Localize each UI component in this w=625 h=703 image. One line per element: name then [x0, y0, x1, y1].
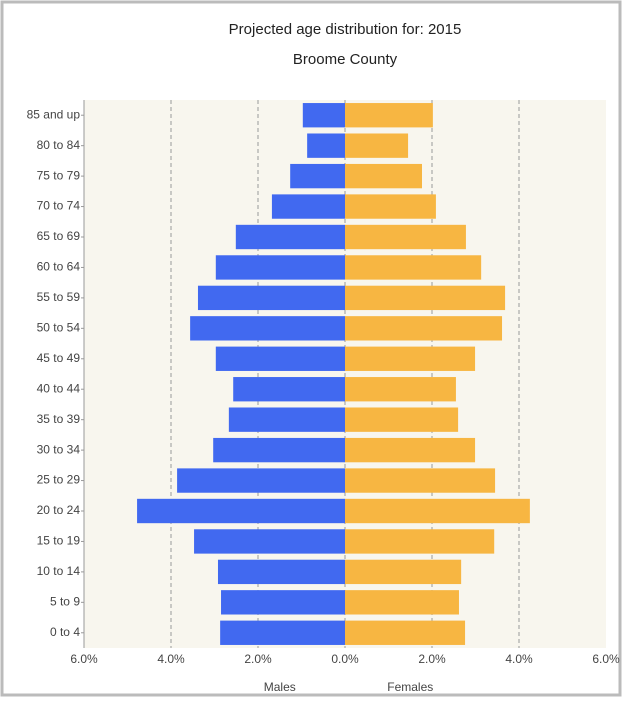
bar — [345, 437, 476, 463]
bar — [235, 224, 345, 250]
y-tick-label: 30 to 34 — [37, 442, 81, 456]
y-tick-label: 45 to 49 — [37, 351, 81, 365]
bar — [217, 559, 345, 585]
y-tick-label: 65 to 69 — [37, 229, 81, 243]
y-tick-label: 10 to 14 — [37, 564, 81, 578]
bar — [345, 346, 476, 371]
legend-label: Females — [387, 680, 433, 694]
bar — [345, 163, 422, 189]
x-tick-label: 2.0% — [244, 652, 272, 666]
y-tick-label: 20 to 24 — [37, 503, 81, 517]
bar — [345, 620, 466, 645]
bar — [228, 407, 345, 432]
y-tick-label: 55 to 59 — [37, 290, 81, 304]
x-tick-label: 2.0% — [418, 652, 446, 666]
bar — [137, 498, 345, 524]
bar — [307, 133, 345, 158]
bar — [345, 224, 466, 250]
bar — [290, 163, 345, 189]
bar — [345, 590, 459, 615]
bar — [345, 285, 506, 311]
y-tick-label: 85 and up — [27, 107, 81, 121]
bar — [233, 377, 345, 402]
bar — [197, 285, 345, 311]
y-tick-label: 60 to 64 — [37, 260, 81, 274]
bar — [345, 194, 436, 219]
y-tick-label: 50 to 54 — [37, 321, 81, 335]
y-tick-label: 35 to 39 — [37, 412, 81, 426]
chart-subtitle: Broome County — [293, 51, 398, 68]
y-tick-label: 0 to 4 — [50, 625, 80, 639]
bar — [345, 133, 409, 158]
x-tick-label: 4.0% — [157, 652, 185, 666]
legend-label: Males — [264, 680, 296, 694]
y-tick-label: 40 to 44 — [37, 381, 81, 395]
bar — [302, 103, 345, 128]
bar — [194, 529, 345, 554]
y-tick-label: 70 to 74 — [37, 199, 81, 213]
bar — [345, 498, 530, 524]
y-tick-label: 5 to 9 — [50, 595, 80, 609]
bar — [215, 255, 345, 280]
bar — [213, 437, 345, 463]
bar — [345, 377, 456, 402]
bar — [345, 255, 482, 280]
bar — [345, 316, 503, 341]
bar — [221, 590, 345, 615]
x-tick-label: 6.0% — [70, 652, 98, 666]
y-tick-label: 15 to 19 — [37, 534, 81, 548]
x-tick-label: 6.0% — [592, 652, 620, 666]
y-tick-label: 75 to 79 — [37, 168, 81, 182]
bar — [215, 346, 345, 371]
bar — [345, 529, 495, 554]
bar — [345, 559, 462, 585]
bar — [345, 468, 496, 493]
bar — [345, 407, 459, 432]
chart-title: Projected age distribution for: 2015 — [229, 21, 462, 38]
y-tick-label: 80 to 84 — [37, 138, 81, 152]
bar — [345, 103, 433, 128]
bar — [177, 468, 345, 493]
y-tick-label: 25 to 29 — [37, 473, 81, 487]
x-tick-label: 0.0% — [331, 652, 359, 666]
bar — [220, 620, 345, 645]
x-tick-label: 4.0% — [505, 652, 533, 666]
bar — [271, 194, 345, 219]
bar — [190, 316, 345, 341]
